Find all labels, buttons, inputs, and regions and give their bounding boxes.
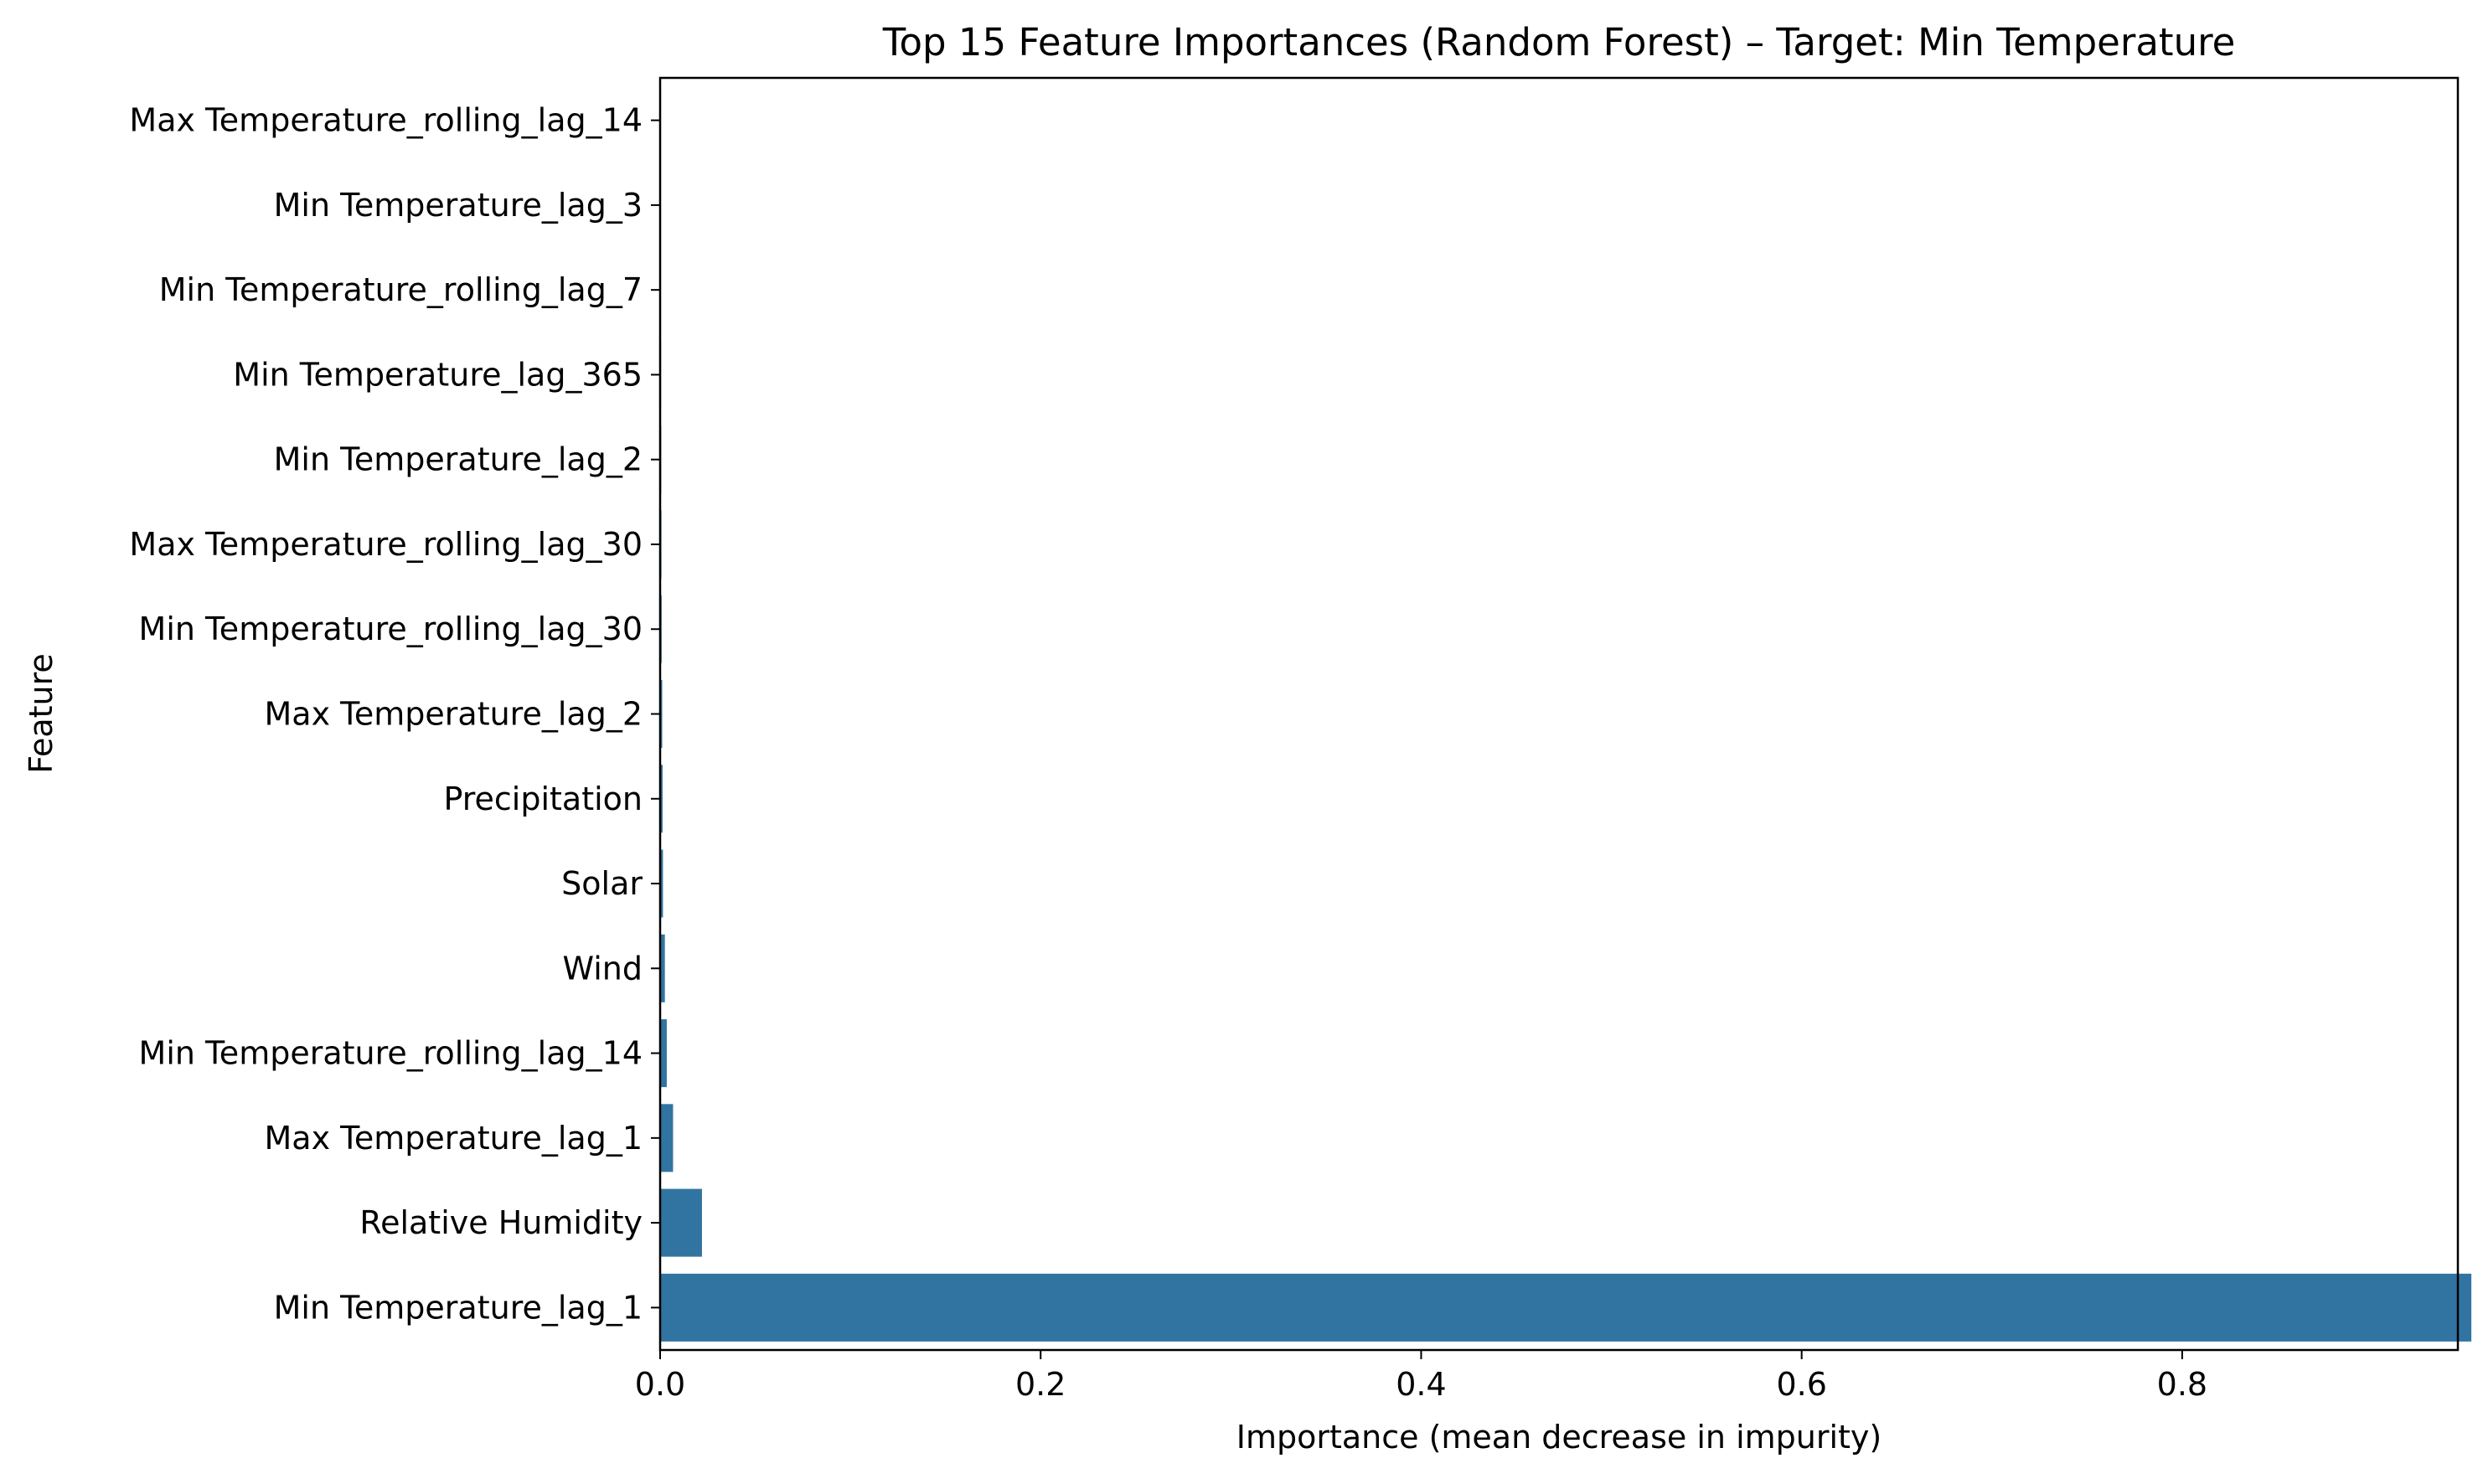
y-tick-label: Wind [562,950,643,987]
y-tick-label: Min Temperature_rolling_lag_30 [139,611,643,647]
x-tick-label: 0.0 [635,1366,685,1403]
y-tick-label: Min Temperature_rolling_lag_14 [139,1035,643,1072]
y-tick-label: Solar [561,865,643,902]
x-tick-label: 0.4 [1396,1366,1446,1403]
y-tick-label: Max Temperature_rolling_lag_30 [129,526,643,563]
bar-13 [660,1104,673,1172]
y-axis-label: Feature [23,653,59,774]
x-tick-label: 0.6 [1776,1366,1826,1403]
y-tick-label: Min Temperature_lag_1 [274,1289,643,1326]
chart-title: Top 15 Feature Importances (Random Fores… [882,20,2236,64]
y-tick-label: Min Temperature_rolling_lag_7 [159,271,643,308]
y-tick-label: Max Temperature_lag_1 [265,1120,643,1157]
x-axis-label: Importance (mean decrease in impurity) [1236,1419,1882,1456]
bar-14 [660,1189,702,1257]
bar-15 [660,1274,2471,1342]
x-tick-label: 0.8 [2157,1366,2207,1403]
y-tick-label: Relative Humidity [359,1204,643,1241]
y-tick-label: Max Temperature_lag_2 [265,696,643,733]
x-tick-label: 0.2 [1015,1366,1066,1403]
y-tick-label: Min Temperature_lag_365 [233,356,643,393]
y-tick-label: Min Temperature_lag_2 [274,441,643,478]
y-tick-label: Min Temperature_lag_3 [274,187,643,224]
y-tick-label: Precipitation [443,781,643,817]
y-tick-label: Max Temperature_rolling_lag_14 [129,102,643,139]
